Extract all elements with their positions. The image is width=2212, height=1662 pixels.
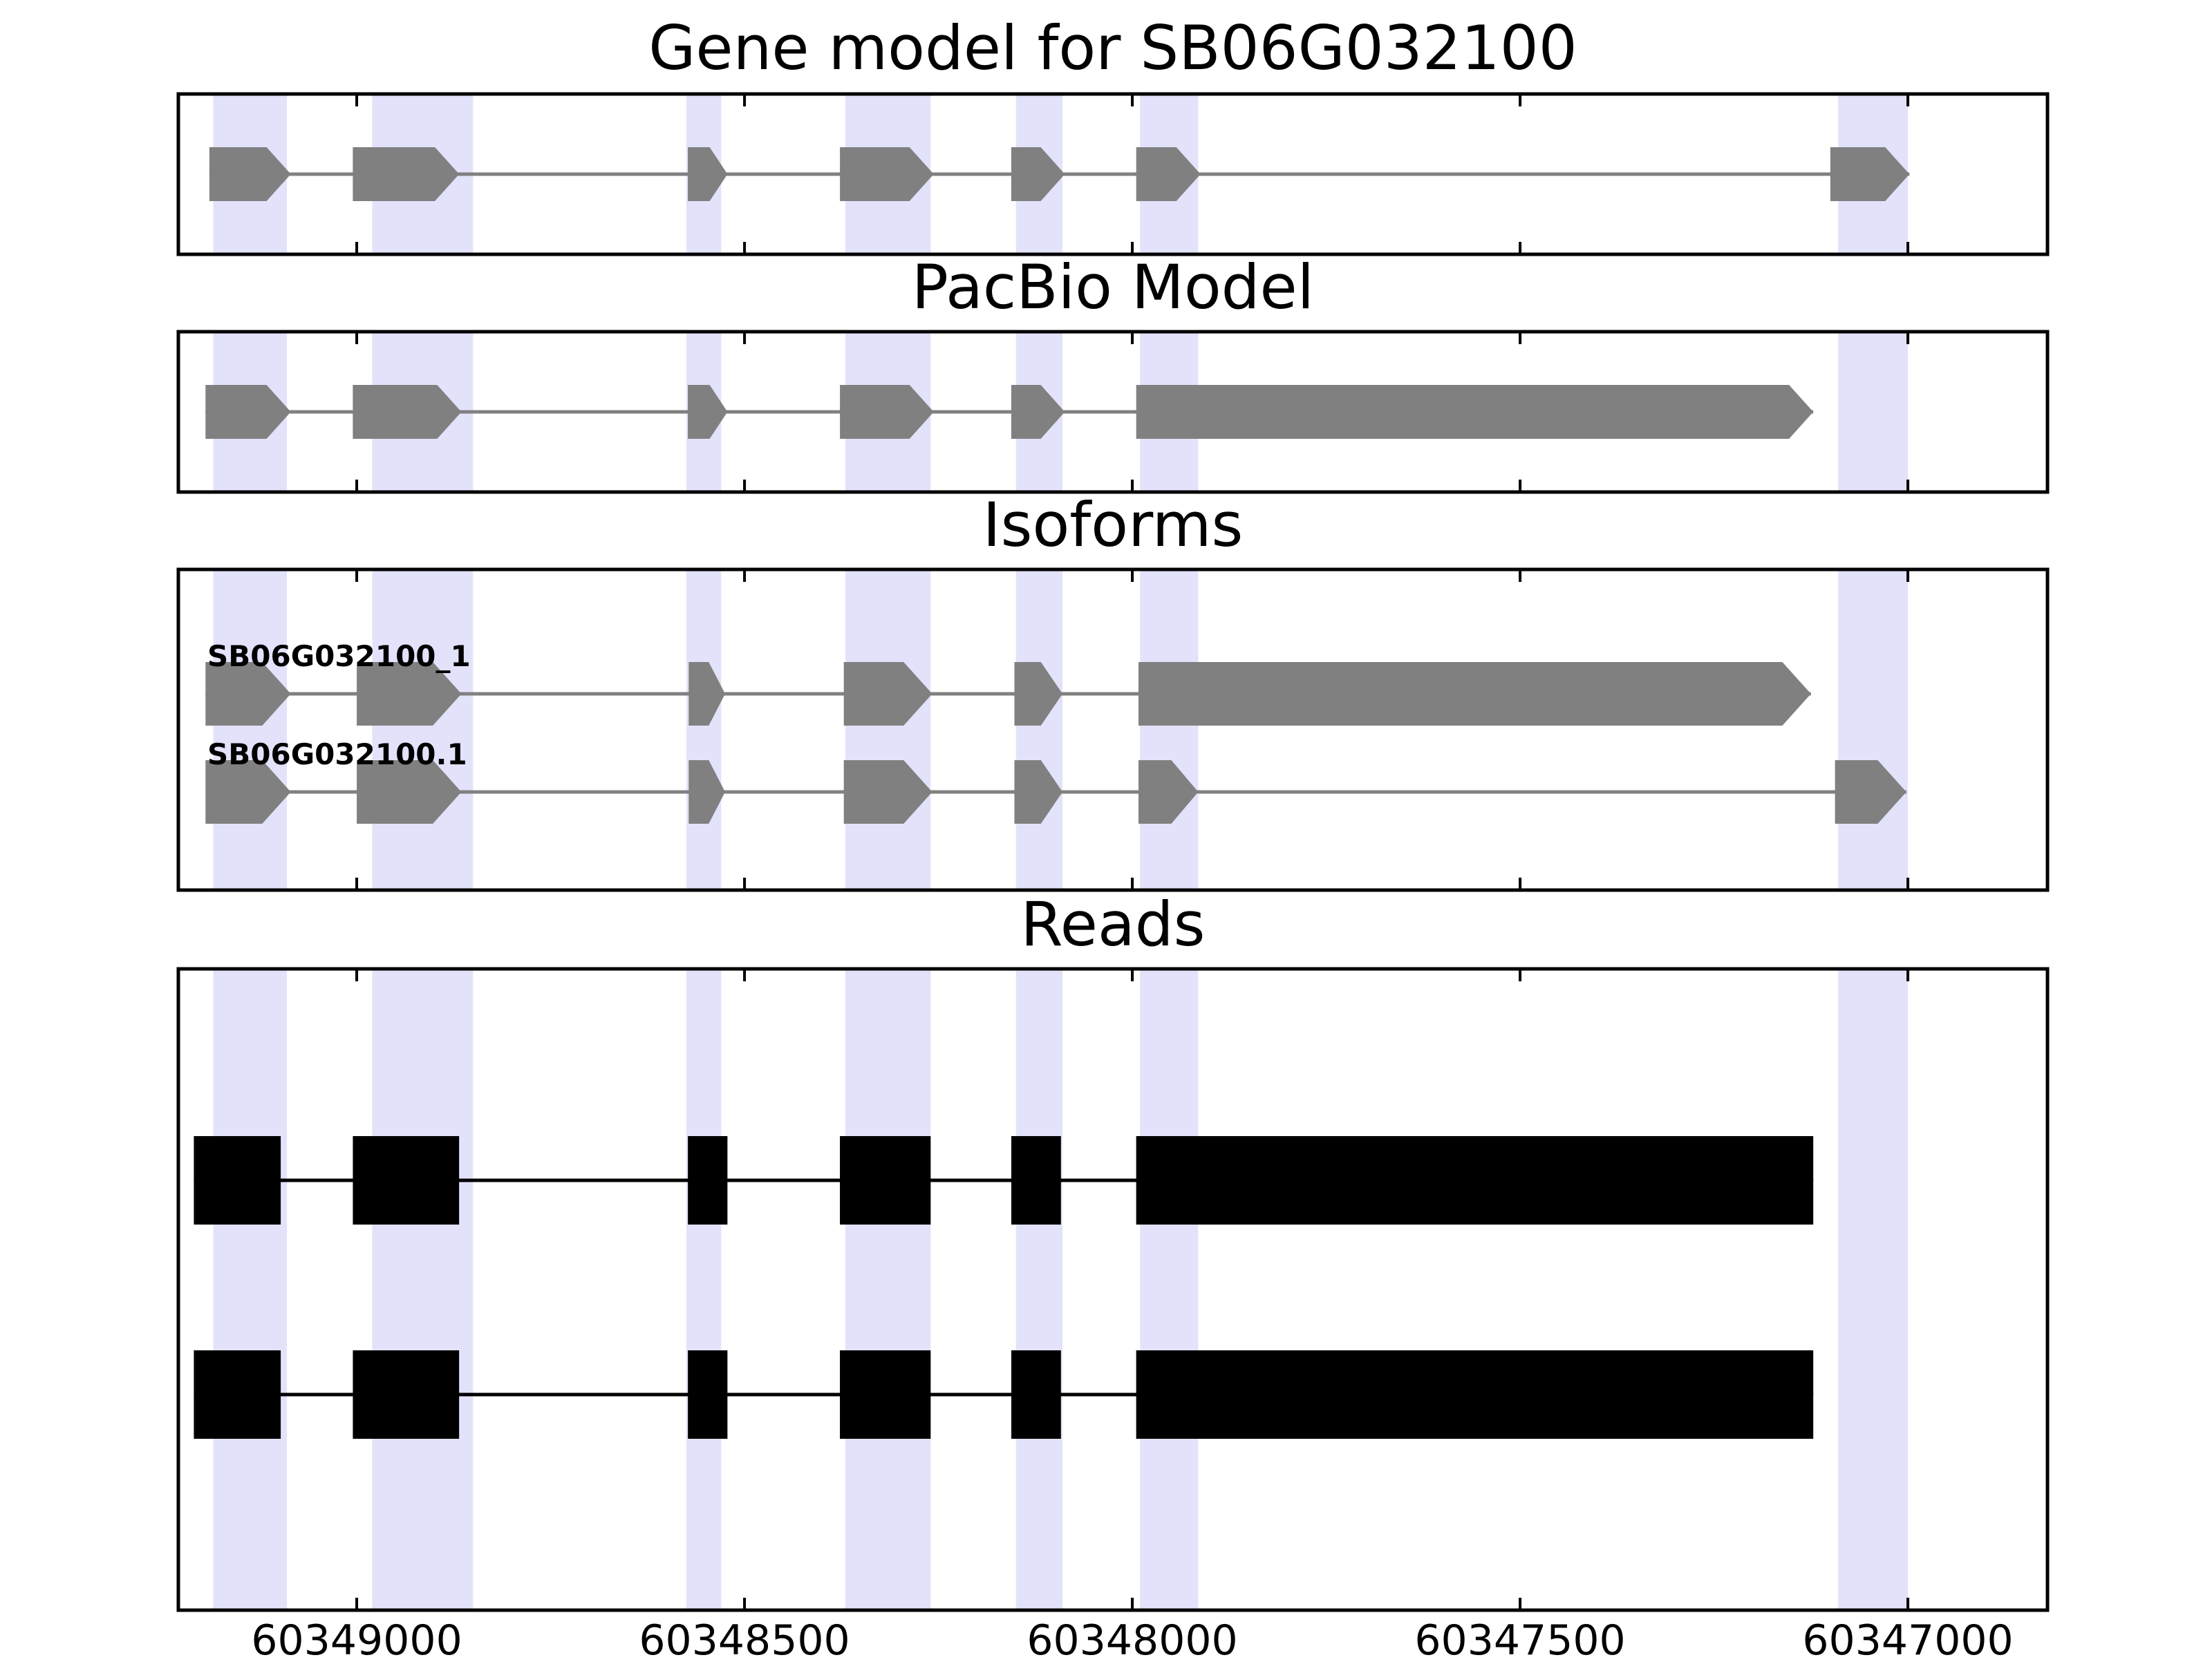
panel-3-model-2-exon-1 xyxy=(205,760,291,824)
exon-shading-band-6 xyxy=(1140,569,1199,890)
read-2-exon-2 xyxy=(353,1350,460,1439)
panel-3-model-1-exon-6 xyxy=(1138,662,1811,726)
exon-shading-band-1 xyxy=(213,569,288,890)
x-tick-label: 60348000 xyxy=(1027,1616,1237,1659)
panel-2: PacBio Model xyxy=(176,252,2050,494)
x-tick-label: 60348500 xyxy=(639,1616,850,1659)
panel-3-model-1-exon-4 xyxy=(843,662,932,726)
exon-shading-band-5 xyxy=(1015,569,1063,890)
panel-title: PacBio Model xyxy=(912,252,1314,323)
exon-shading-band-7 xyxy=(1838,969,1909,1610)
read-2-exon-5 xyxy=(1011,1350,1061,1439)
exon-shading-band-4 xyxy=(845,569,931,890)
panel-frame xyxy=(176,92,2050,256)
panel-3-model-2-exon-4 xyxy=(843,760,932,824)
read-1-exon-1 xyxy=(194,1136,281,1225)
panel-3: SB06G032100_1 SB06G032100.1 Isoforms xyxy=(176,489,2050,892)
panel-1-model-1-exon-3 xyxy=(688,147,728,201)
read-2-exon-4 xyxy=(840,1350,931,1439)
read-1-exon-3 xyxy=(688,1136,728,1225)
isoform-label: SB06G032100.1 xyxy=(207,737,467,771)
panel-3-model-2-exon-5 xyxy=(1014,760,1063,824)
panel-2-model-1-exon-4 xyxy=(840,385,934,439)
panel-2-model-1-exon-2 xyxy=(353,385,462,439)
panel-title: Isoforms xyxy=(983,489,1244,560)
panel-frame xyxy=(176,567,2050,892)
panel-title: Reads xyxy=(1021,889,1206,960)
panel-3-model-1-exon-2 xyxy=(357,662,462,726)
panel-3-model-2-exon-3 xyxy=(688,760,725,824)
panel-1-model-1-exon-2 xyxy=(353,147,460,201)
exon-shading-band-5 xyxy=(1015,969,1063,1610)
panel-1-model-1-exon-4 xyxy=(840,147,934,201)
panel-4: Reads xyxy=(176,889,2050,1612)
exon-shading-band-6 xyxy=(1140,969,1199,1610)
panel-frame xyxy=(176,330,2050,494)
read-2-exon-6 xyxy=(1136,1350,1814,1439)
read-1-exon-5 xyxy=(1011,1136,1061,1225)
exon-shading-band-4 xyxy=(845,969,931,1610)
panel-1-model-1-exon-5 xyxy=(1011,147,1065,201)
exon-shading-band-3 xyxy=(686,569,722,890)
exon-shading-band-7 xyxy=(1838,569,1909,890)
panel-frame xyxy=(176,967,2050,1612)
read-1-exon-2 xyxy=(353,1136,460,1225)
panel-1-model-1-exon-7 xyxy=(1830,147,1910,201)
exon-shading-band-2 xyxy=(372,569,474,890)
x-tick-label: 60349000 xyxy=(251,1616,462,1659)
panel-3-model-1-exon-3 xyxy=(688,662,725,726)
panel-2-model-1-exon-1 xyxy=(205,385,291,439)
exon-shading-band-3 xyxy=(686,969,722,1610)
read-2-exon-1 xyxy=(194,1350,281,1439)
panel-1-model-1-exon-1 xyxy=(209,147,291,201)
isoform-label: SB06G032100_1 xyxy=(207,639,471,673)
x-tick-label: 60347000 xyxy=(1802,1616,2013,1659)
exon-shading-band-7 xyxy=(1838,332,1909,492)
panel-3-model-1-exon-1 xyxy=(205,662,291,726)
panel-1: Gene model for SB06G032100 xyxy=(176,12,2050,256)
panel-3-model-2-exon-7 xyxy=(1835,760,1906,824)
panel-2-model-1-exon-5 xyxy=(1011,385,1065,439)
panel-title: Gene model for SB06G032100 xyxy=(648,12,1577,84)
exon-shading-band-2 xyxy=(372,969,474,1610)
panel-3-model-1-exon-5 xyxy=(1014,662,1063,726)
panel-3-model-2-exon-6 xyxy=(1138,760,1199,824)
read-1-exon-4 xyxy=(840,1136,931,1225)
panel-2-model-1-exon-6 xyxy=(1136,385,1814,439)
read-2-exon-3 xyxy=(688,1350,728,1439)
panel-1-model-1-exon-6 xyxy=(1136,147,1201,201)
exon-shading-band-1 xyxy=(213,969,288,1610)
x-tick-label: 60347500 xyxy=(1414,1616,1625,1659)
panel-2-model-1-exon-3 xyxy=(688,385,728,439)
panel-3-model-2-exon-2 xyxy=(357,760,462,824)
read-1-exon-6 xyxy=(1136,1136,1814,1225)
